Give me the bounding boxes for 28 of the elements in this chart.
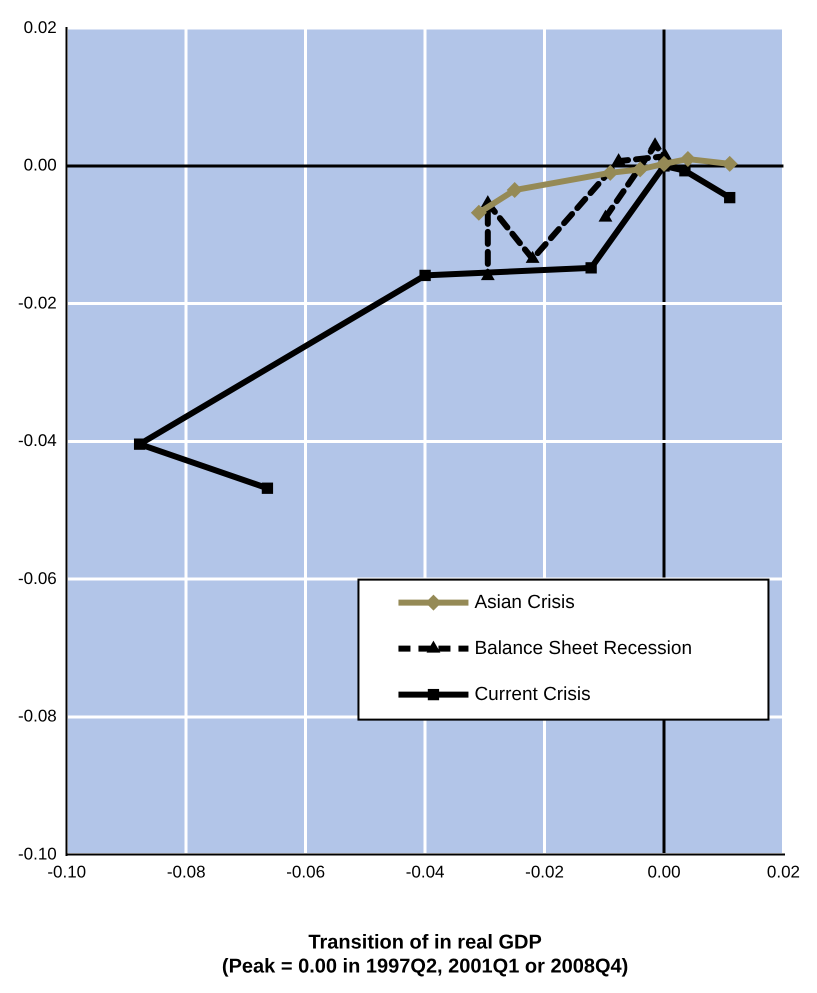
x-tick-label: -0.10 bbox=[47, 862, 86, 882]
y-tick-label: -0.06 bbox=[18, 568, 57, 588]
y-tick-label: 0.00 bbox=[24, 156, 57, 175]
x-axis-title: Transition of in real GDP (Peak = 0.00 in 1997Q2, 2001Q1 or 2008Q4) bbox=[222, 932, 628, 978]
point bbox=[656, 156, 672, 172]
y-tick-label: -0.02 bbox=[18, 293, 57, 312]
point bbox=[419, 270, 431, 282]
point bbox=[506, 182, 523, 198]
y-tick-label: -0.08 bbox=[18, 706, 57, 726]
y-tick-label: -0.04 bbox=[18, 431, 57, 450]
point bbox=[134, 438, 146, 450]
point bbox=[632, 161, 648, 178]
point bbox=[724, 192, 736, 204]
x-tick-label: -0.06 bbox=[286, 862, 326, 882]
legend-label: Balance Sheet Recession bbox=[474, 638, 692, 659]
legend-label: Asian Crisis bbox=[474, 592, 575, 613]
x-tick-label: -0.02 bbox=[525, 862, 564, 882]
x-tick-label: -0.08 bbox=[166, 862, 206, 882]
point bbox=[585, 262, 597, 274]
point bbox=[680, 151, 696, 168]
point bbox=[470, 204, 487, 221]
x-tick-label: 0.00 bbox=[647, 862, 681, 882]
x-tick-label: 0.02 bbox=[766, 862, 800, 882]
point bbox=[262, 482, 274, 494]
y-tick-label: -0.10 bbox=[18, 844, 57, 864]
legend-label: Current Crisis bbox=[474, 684, 591, 705]
x-tick-label: -0.04 bbox=[406, 862, 444, 882]
y-tick-label: 0.02 bbox=[24, 18, 57, 37]
